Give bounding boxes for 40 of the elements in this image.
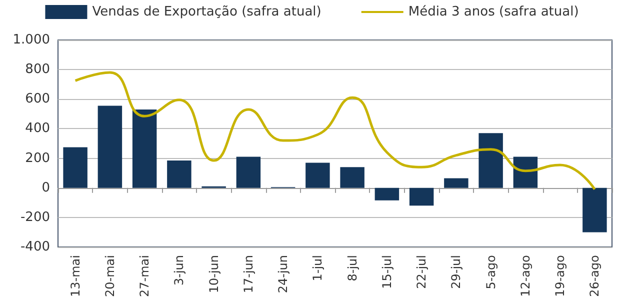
line-series <box>74 71 596 191</box>
y-tick-label: 800 <box>25 62 50 78</box>
bar <box>340 167 364 188</box>
bar <box>306 162 330 188</box>
bar <box>478 133 503 188</box>
x-tick-label: 27-mai <box>138 255 152 297</box>
x-tick-label: 19-ago <box>553 255 568 297</box>
bar <box>409 188 434 206</box>
y-tick-label: -400 <box>20 240 50 254</box>
x-tick-label: 15-jul <box>380 255 394 289</box>
bar <box>63 147 88 188</box>
y-tick-label: 400 <box>25 121 50 136</box>
x-tick-label: 20-mai <box>102 255 117 297</box>
legend-label: Média 3 anos (safra atual) <box>408 4 579 20</box>
bar <box>167 160 192 188</box>
x-tick-label: 10-jun <box>206 255 221 294</box>
x-tick-label: 1-jul <box>310 255 325 282</box>
bar <box>374 188 400 200</box>
y-tick-label: 0 <box>42 180 50 196</box>
x-tick-label: 12-ago <box>518 255 532 297</box>
x-tick-label: 24-jun <box>276 255 290 294</box>
legend-label: Vendas de Exportação (safra atual) <box>92 4 322 20</box>
x-tick-label: 22-jul <box>414 255 429 289</box>
y-tick-label: -200 <box>20 210 50 225</box>
x-tick-label: 26-ago <box>588 255 602 297</box>
y-tick-label: 1.000 <box>12 32 50 48</box>
x-tick-label: 29-jul <box>449 255 464 289</box>
y-tick-label: 600 <box>25 92 50 107</box>
bar <box>444 178 468 188</box>
y-tick-label: 200 <box>25 150 50 166</box>
bar <box>132 109 157 188</box>
x-tick-label: 13-mai <box>68 255 82 297</box>
bar <box>513 156 538 188</box>
x-tick-label: 5-ago <box>484 255 498 290</box>
x-tick-label: 8-jul <box>345 255 360 282</box>
bar <box>582 188 607 232</box>
x-tick-label: 17-jun <box>241 255 256 294</box>
bar <box>98 106 122 188</box>
bar <box>236 156 261 188</box>
x-tick-label: 3-jun <box>172 255 186 286</box>
